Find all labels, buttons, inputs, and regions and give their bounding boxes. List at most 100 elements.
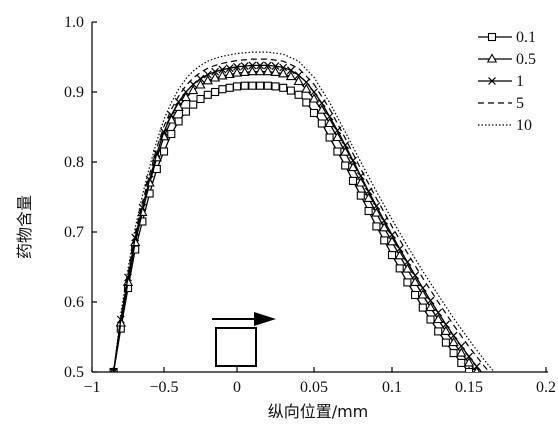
x-marker-stroke xyxy=(189,80,198,89)
data-point xyxy=(473,366,480,372)
data-point xyxy=(418,303,427,312)
data-point xyxy=(224,68,235,79)
legend-item: 0.1 xyxy=(478,29,536,46)
data-point xyxy=(285,70,297,81)
x-marker-stroke xyxy=(196,74,205,83)
x-marker-stroke xyxy=(403,258,412,267)
data-point xyxy=(196,74,205,83)
data-point xyxy=(426,296,435,305)
data-point xyxy=(417,289,428,299)
data-point xyxy=(411,271,420,280)
data-point xyxy=(463,357,475,367)
data-point xyxy=(441,320,450,329)
data-point xyxy=(403,278,412,287)
data-point xyxy=(240,81,249,90)
flow-direction-icon xyxy=(212,312,276,367)
data-point xyxy=(189,100,198,109)
x-marker-stroke xyxy=(395,244,404,253)
data-point xyxy=(403,258,412,267)
legend-label: 1 xyxy=(516,73,524,90)
data-point xyxy=(426,315,435,324)
data-point xyxy=(387,251,397,260)
data-point xyxy=(294,90,303,99)
x-marker-stroke xyxy=(263,61,272,70)
data-point xyxy=(256,81,265,90)
data-point xyxy=(286,66,295,75)
data-point xyxy=(262,66,273,76)
data-point xyxy=(457,342,466,351)
x-tick-label: 0.15 xyxy=(455,379,483,396)
data-point xyxy=(174,117,183,126)
x-tick-label: 0 xyxy=(233,379,241,396)
data-point xyxy=(347,161,359,172)
x-marker-stroke xyxy=(411,271,420,280)
data-point xyxy=(434,308,443,317)
x-marker-stroke xyxy=(218,65,227,74)
y-tick-label: 1.0 xyxy=(64,14,84,31)
legend-swatch-marker xyxy=(487,32,497,42)
data-point xyxy=(395,244,404,253)
x-marker-stroke xyxy=(349,156,357,165)
data-point xyxy=(231,67,243,77)
data-point xyxy=(457,358,466,367)
x-marker-stroke xyxy=(434,308,443,317)
x-marker-stroke xyxy=(465,352,473,361)
x-marker-stroke xyxy=(181,88,190,96)
x-marker-stroke xyxy=(449,331,458,340)
x-marker-stroke xyxy=(211,67,220,76)
x-marker-stroke xyxy=(138,203,147,212)
x-tick-label: 0.05 xyxy=(300,379,328,396)
x-marker-stroke xyxy=(441,320,450,329)
data-point xyxy=(425,301,436,312)
data-point xyxy=(380,236,389,245)
data-point xyxy=(372,222,381,231)
x-marker-stroke xyxy=(233,62,241,71)
legend-label: 0.5 xyxy=(516,51,536,68)
data-point xyxy=(340,146,351,156)
data-point xyxy=(195,79,206,89)
series-0.1 xyxy=(109,81,474,372)
x-tick-label: 0.1 xyxy=(382,379,402,396)
data-point xyxy=(211,87,220,97)
data-point xyxy=(225,83,234,92)
data-point xyxy=(167,129,176,139)
data-point xyxy=(196,94,205,104)
legend-item: 10 xyxy=(478,117,532,134)
data-point xyxy=(418,284,427,292)
legend-item: 5 xyxy=(478,95,524,112)
x-axis: −1 −0.5 0 0.05 0.1 0.15 0.2 xyxy=(83,367,556,396)
x-marker-stroke xyxy=(225,64,234,73)
data-point xyxy=(278,68,289,78)
x-marker-stroke xyxy=(302,78,311,87)
data-point xyxy=(433,313,444,324)
data-point xyxy=(449,349,458,358)
data-point xyxy=(310,88,318,96)
x-tick-label: −1 xyxy=(83,379,100,396)
y-axis-title: 药物含量 xyxy=(15,195,34,259)
y-axis: 0.5 0.6 0.7 0.8 0.9 1.0 xyxy=(64,14,97,381)
y-tick-label: 0.6 xyxy=(64,294,84,311)
data-point xyxy=(240,62,249,71)
data-point xyxy=(301,83,312,93)
data-point xyxy=(181,107,190,116)
data-point xyxy=(308,93,320,103)
data-point xyxy=(448,336,459,347)
legend-item: 1 xyxy=(478,73,524,90)
data-point xyxy=(364,206,373,216)
data-point xyxy=(472,362,481,371)
data-point xyxy=(409,276,421,286)
data-point xyxy=(440,325,452,335)
x-marker-stroke xyxy=(256,61,265,70)
data-point xyxy=(279,63,288,72)
flow-arrow-head xyxy=(254,312,276,326)
data-point xyxy=(233,62,241,71)
data-point xyxy=(109,368,118,372)
data-point xyxy=(270,66,281,76)
data-point xyxy=(325,133,334,142)
y-tick-label: 0.8 xyxy=(64,154,84,171)
data-point xyxy=(317,119,326,128)
data-point xyxy=(380,216,389,225)
x-marker-stroke xyxy=(240,62,249,71)
data-point xyxy=(248,61,257,70)
